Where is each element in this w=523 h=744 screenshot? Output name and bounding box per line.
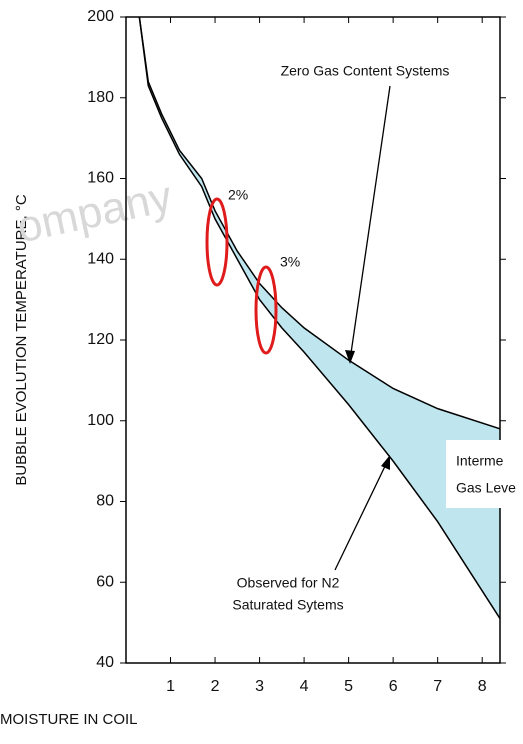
annotation: 3%	[280, 254, 300, 270]
x-tick-label: 2	[211, 678, 220, 695]
arrow	[350, 86, 390, 360]
arrow	[335, 460, 388, 570]
x-tick-label: 7	[433, 678, 442, 695]
chart: % MOISTURE IN COIL BUBBLE EVOLUTION TEMP…	[0, 0, 523, 744]
y-tick-label: 120	[87, 331, 114, 348]
annotation: Interme	[456, 453, 504, 469]
x-axis-label: % MOISTURE IN COIL	[0, 711, 138, 728]
callout-box	[446, 440, 523, 508]
highlight-ellipse	[207, 199, 227, 285]
y-tick-label: 100	[87, 412, 114, 429]
x-tick-label: 1	[166, 678, 175, 695]
annotation: Gas Leve	[456, 480, 516, 496]
arrow-head	[381, 455, 390, 470]
y-tick-label: 160	[87, 170, 114, 187]
y-tick-label: 80	[96, 493, 114, 510]
x-tick-label: 3	[255, 678, 264, 695]
x-tick-label: 5	[344, 678, 353, 695]
x-tick-label: 6	[389, 678, 398, 695]
annotation: Observed for N2	[237, 575, 340, 591]
y-tick-label: 200	[87, 8, 114, 25]
y-tick-label: 40	[96, 654, 114, 671]
y-tick-label: 60	[96, 573, 114, 590]
y-tick-label: 140	[87, 250, 114, 267]
x-tick-label: 4	[300, 678, 309, 695]
annotation: Saturated Sytems	[232, 597, 343, 613]
annotation: 2%	[228, 187, 248, 203]
shaded-band	[139, 17, 500, 619]
x-tick-label: 8	[478, 678, 487, 695]
annotation: Zero Gas Content Systems	[281, 63, 450, 79]
y-tick-label: 180	[87, 89, 114, 106]
